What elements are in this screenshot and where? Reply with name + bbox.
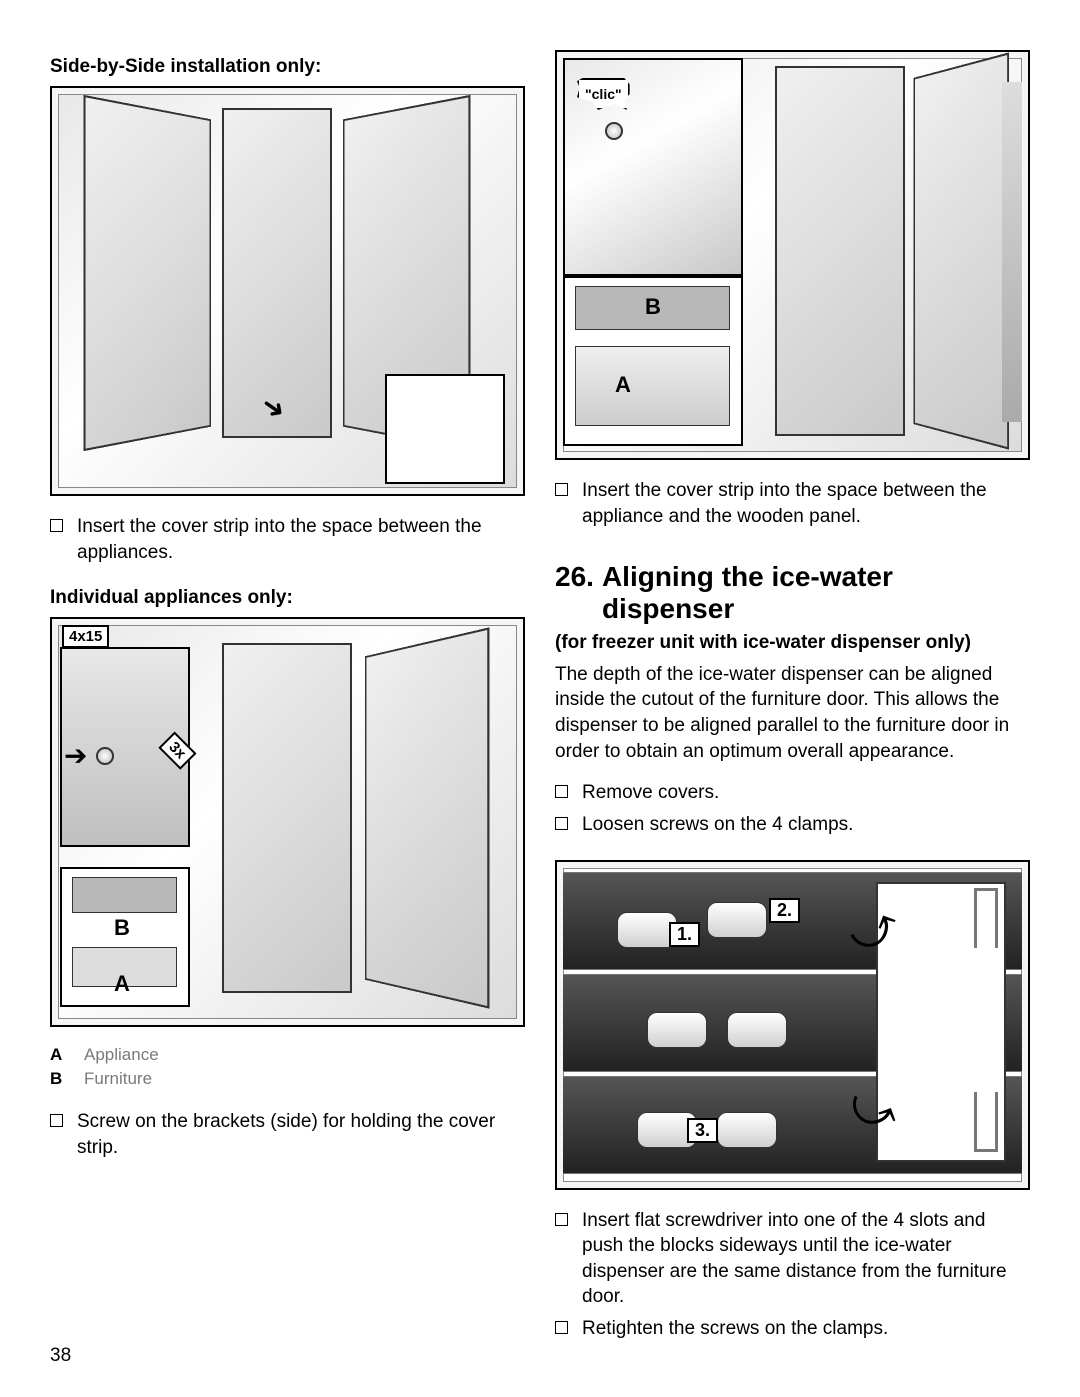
bullet-text: Remove covers. xyxy=(582,780,719,806)
bullet-list-2: Screw on the brackets (side) for holding… xyxy=(50,1109,525,1166)
bullet-item: Insert the cover strip into the space be… xyxy=(50,514,525,565)
bullet-item: Retighten the screws on the clamps. xyxy=(555,1316,1030,1342)
bullet-text: Loosen screws on the 4 clamps. xyxy=(582,812,853,838)
figure-cover-strip-panel: "clic" B A xyxy=(555,50,1030,460)
bullet-box-icon xyxy=(555,1213,568,1226)
heading-side-by-side: Side-by-Side installation only: xyxy=(50,56,525,78)
legend: A Appliance B Furniture xyxy=(50,1045,525,1093)
legend-row: A Appliance xyxy=(50,1045,525,1065)
left-column: Side-by-Side installation only: ➜ Insert… xyxy=(50,50,525,1367)
legend-row: B Furniture xyxy=(50,1069,525,1089)
figure-dispenser-align: 1. 2. 3. ⤻ ⤻ xyxy=(555,860,1030,1190)
bullet-box-icon xyxy=(555,1321,568,1334)
step-num-2: 2. xyxy=(769,898,800,923)
bullet-item: Loosen screws on the 4 clamps. xyxy=(555,812,1030,838)
figure-individual: 4x15 ➔ 3x B A xyxy=(50,617,525,1027)
bullet-text: Insert the cover strip into the space be… xyxy=(582,478,1030,529)
bullet-list-3: Insert the cover strip into the space be… xyxy=(555,478,1030,535)
bullet-item: Insert flat screwdriver into one of the … xyxy=(555,1208,1030,1311)
section-heading: 26. Aligning the ice-water dispenser xyxy=(555,561,1030,625)
section-title: Aligning the ice-water dispenser xyxy=(602,561,1030,625)
legend-val: Appliance xyxy=(84,1045,159,1065)
bullet-item: Insert the cover strip into the space be… xyxy=(555,478,1030,529)
step-num-1: 1. xyxy=(669,922,700,947)
legend-key: B xyxy=(50,1069,66,1089)
label-b: B xyxy=(114,915,130,941)
heading-individual: Individual appliances only: xyxy=(50,587,525,609)
bullet-item: Screw on the brackets (side) for holding… xyxy=(50,1109,525,1160)
bullet-text: Insert flat screwdriver into one of the … xyxy=(582,1208,1030,1311)
body-paragraph: The depth of the ice-water dispenser can… xyxy=(555,662,1030,765)
legend-key: A xyxy=(50,1045,66,1065)
bullet-box-icon xyxy=(555,483,568,496)
page: Side-by-Side installation only: ➜ Insert… xyxy=(50,50,1030,1367)
bullet-box-icon xyxy=(555,817,568,830)
label-a: A xyxy=(114,971,130,997)
section-number: 26. xyxy=(555,561,594,593)
step-num-3: 3. xyxy=(687,1118,718,1143)
figure-side-by-side: ➜ xyxy=(50,86,525,496)
bullet-text: Insert the cover strip into the space be… xyxy=(77,514,525,565)
label-b: B xyxy=(645,294,661,320)
bullet-text: Screw on the brackets (side) for holding… xyxy=(77,1109,525,1160)
bullet-list-5: Insert flat screwdriver into one of the … xyxy=(555,1208,1030,1348)
bullet-box-icon xyxy=(50,519,63,532)
bullet-list-1: Insert the cover strip into the space be… xyxy=(50,514,525,571)
bullet-item: Remove covers. xyxy=(555,780,1030,806)
callout-4x15: 4x15 xyxy=(62,625,109,648)
bullet-text: Retighten the screws on the clamps. xyxy=(582,1316,888,1342)
bullet-box-icon xyxy=(50,1114,63,1127)
bullet-list-4: Remove covers. Loosen screws on the 4 cl… xyxy=(555,780,1030,843)
page-number: 38 xyxy=(50,1345,71,1367)
right-column: "clic" B A Insert the cover strip into t… xyxy=(555,50,1030,1367)
label-a: A xyxy=(615,372,631,398)
bullet-box-icon xyxy=(555,785,568,798)
sub-heading: (for freezer unit with ice-water dispens… xyxy=(555,632,1030,654)
legend-val: Furniture xyxy=(84,1069,152,1089)
